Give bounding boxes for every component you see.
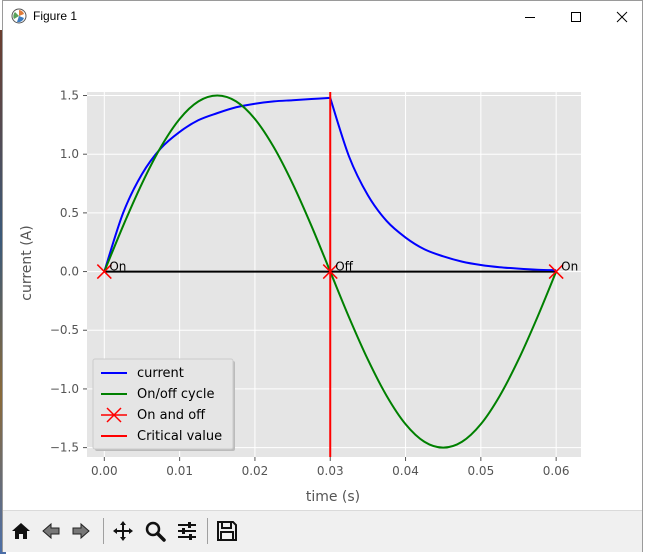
back-button[interactable]	[37, 517, 65, 545]
maximize-button[interactable]	[553, 1, 599, 32]
figure-canvas[interactable]: 0.00 0.01 0.02 0.03 0.04 0.05 0.06 1.5 1.0 0.5 0.0…	[3, 32, 642, 510]
x-tick-label: 0.05	[467, 464, 494, 478]
navigation-toolbar	[3, 510, 642, 552]
save-icon	[217, 521, 237, 541]
y-tick-label: −0.5	[50, 323, 79, 337]
axis-ticks: 0.00 0.01 0.02 0.03 0.04 0.05 0.06 1.5 1.0 0.5 0.0…	[50, 89, 570, 478]
forward-arrow-icon	[72, 522, 90, 540]
current-line	[103, 96, 557, 272]
x-tick-label: 0.01	[166, 464, 193, 478]
on-off-marker	[96, 264, 112, 280]
point-annotation: Off	[335, 260, 353, 274]
minimize-icon	[525, 16, 535, 18]
y-tick-label: 1.5	[60, 89, 79, 103]
configure-subplots-button[interactable]	[173, 517, 201, 545]
forward-button[interactable]	[67, 517, 95, 545]
marker-stroke	[548, 264, 564, 280]
x-tick-label: 0.03	[317, 464, 344, 478]
window-title: Figure 1	[33, 9, 78, 23]
legend-swatch-marker	[106, 407, 122, 423]
y-tick-label: −1.5	[50, 441, 79, 455]
maximize-icon	[571, 11, 581, 22]
y-tick-label: −1.0	[50, 382, 79, 396]
close-button[interactable]	[599, 1, 645, 32]
legend-box	[92, 358, 234, 450]
on-off-marker	[548, 264, 564, 280]
y-tick-label: 0.0	[60, 265, 79, 279]
zoom-button[interactable]	[141, 517, 169, 545]
back-arrow-icon	[42, 522, 60, 540]
toolbar-separator	[103, 518, 104, 544]
toolbar-separator	[207, 518, 208, 544]
marker-stroke	[96, 264, 112, 280]
x-tick-label: 0.04	[392, 464, 419, 478]
home-button[interactable]	[7, 517, 35, 545]
close-icon	[616, 11, 628, 22]
point-annotation: On	[561, 260, 578, 274]
zoom-icon	[145, 521, 166, 542]
y-axis-label: current (A)	[19, 225, 35, 300]
legend-entry-label: On/off cycle	[137, 387, 215, 402]
title-bar[interactable]: Figure 1	[3, 1, 642, 32]
home-icon	[12, 523, 30, 539]
x-tick-label: 0.06	[543, 464, 570, 478]
marker-stroke	[322, 264, 338, 280]
legend-entry-label: On and off	[137, 408, 206, 423]
x-tick-label: 0.00	[91, 464, 118, 478]
legend: current On/off cycle On and off Critical va…	[92, 358, 235, 451]
move-icon	[113, 521, 133, 541]
y-tick-label: 0.5	[60, 206, 79, 220]
minimize-button[interactable]	[507, 1, 553, 32]
annotation-layer: On Off On	[109, 260, 578, 274]
x-axis-label: time (s)	[306, 489, 360, 505]
pan-button[interactable]	[109, 517, 137, 545]
on-off-marker	[322, 264, 338, 280]
point-annotation: On	[109, 260, 126, 274]
line-chart: 0.00 0.01 0.02 0.03 0.04 0.05 0.06 1.5 1.0 0.5 0.0…	[19, 89, 581, 505]
legend-entry-label: Critical value	[137, 429, 222, 444]
matplotlib-app-icon	[11, 8, 27, 24]
x-tick-label: 0.02	[242, 464, 269, 478]
y-tick-label: 1.0	[60, 147, 79, 161]
legend-entry-label: current	[137, 366, 184, 381]
series-layer	[96, 92, 564, 457]
save-button[interactable]	[213, 517, 241, 545]
sliders-icon	[178, 522, 196, 540]
